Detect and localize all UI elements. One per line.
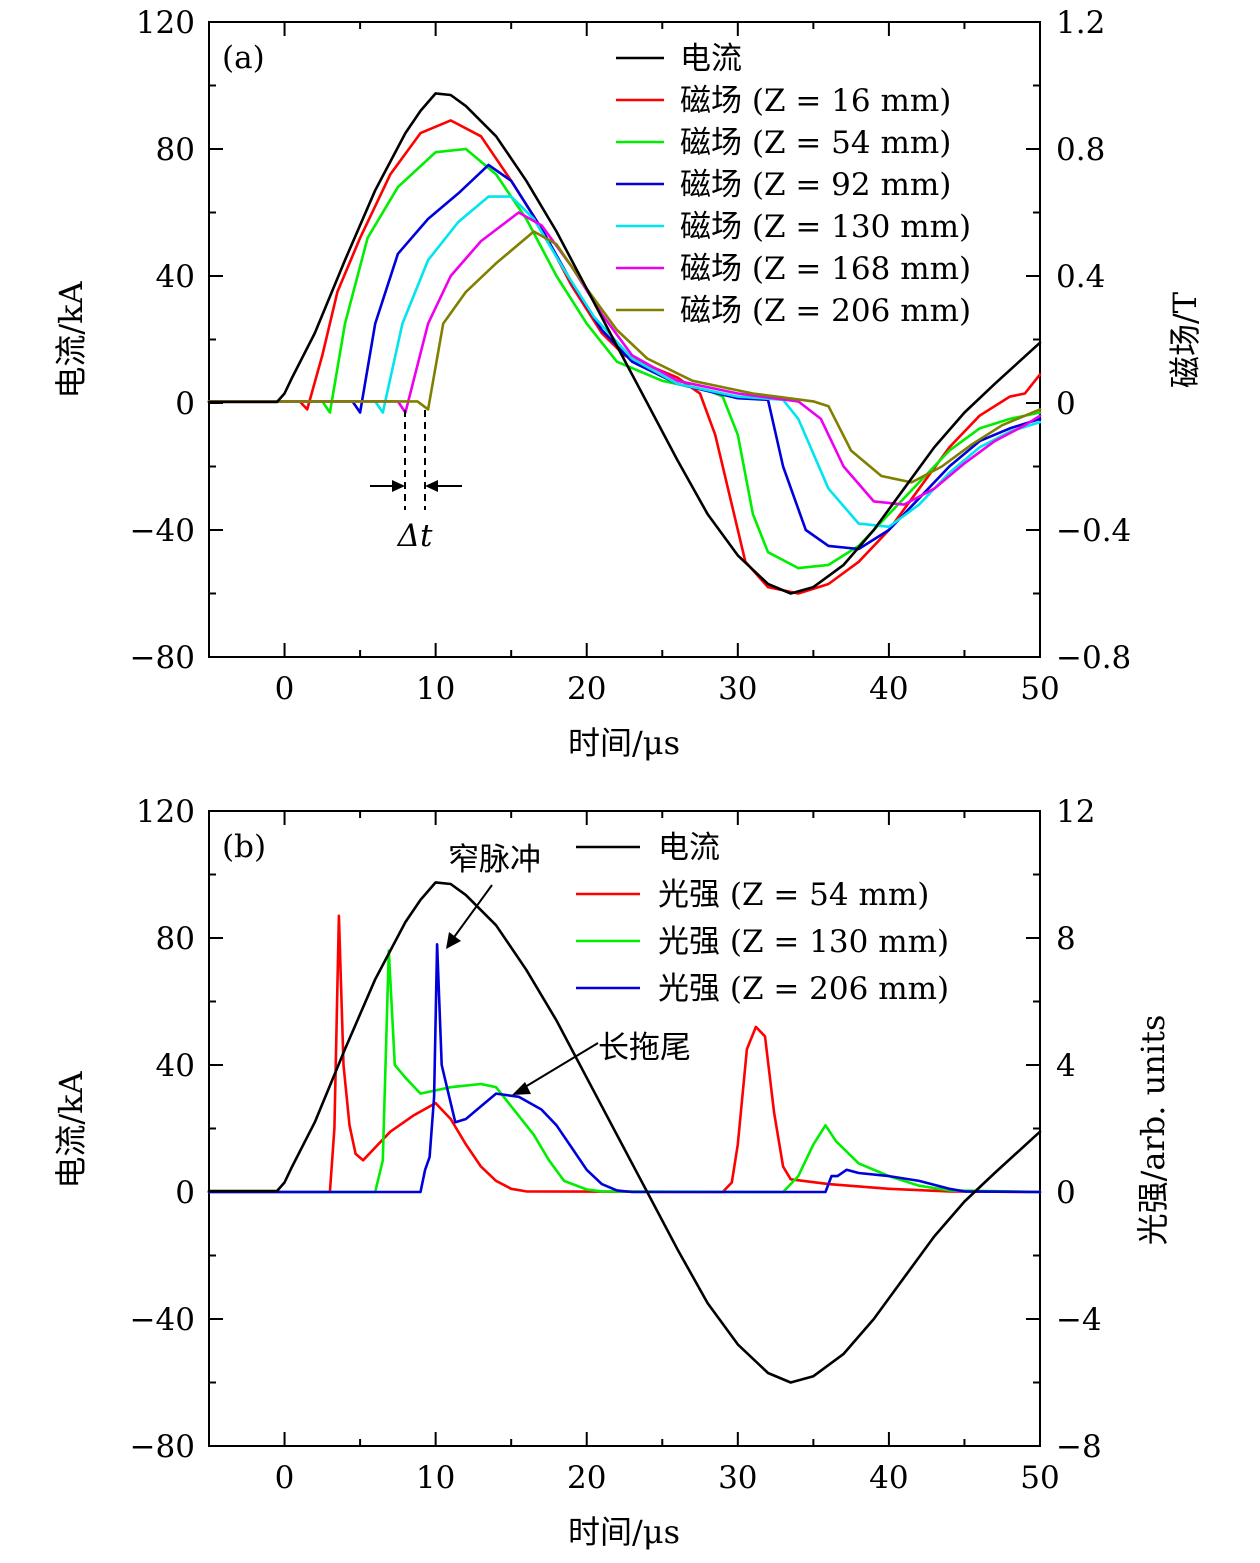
y-right-tick-label: −0.8	[1056, 640, 1131, 676]
x-tick-label: 50	[1020, 1460, 1059, 1496]
panel-a-legend-label-z92: 磁场 (Z = 92 mm)	[680, 167, 951, 203]
series-line-current	[207, 92, 1042, 595]
y-left-tick-label: 0	[175, 386, 195, 422]
y-right-tick-label: 12	[1056, 794, 1095, 830]
y-right-tick-label: −0.4	[1056, 513, 1131, 549]
series-line-z130	[207, 949, 1042, 1194]
y-left-tick-label: 40	[156, 259, 195, 295]
panel-b-legend-label-current: 电流	[658, 830, 720, 866]
y-right-tick-label: 1.2	[1056, 5, 1105, 41]
panel-b-right-axis-title: 光强/arb. units	[1134, 1015, 1172, 1246]
x-tick-label: 40	[869, 1460, 908, 1496]
panel-a-left-axis-title: 电流/kA	[52, 280, 90, 398]
long-tail-annotation: 长拖尾	[512, 1030, 691, 1095]
y-right-tick-label: 4	[1056, 1048, 1076, 1084]
panel-b-x-axis-title: 时间/μs	[568, 1513, 680, 1551]
y-left-tick-label: −80	[130, 640, 195, 676]
y-right-tick-label: 0.4	[1056, 259, 1105, 295]
delta-t-right-arrowhead	[425, 480, 438, 492]
panel-a: 0 10 20 30 40 50 120 80 40 0 −40 −80 1.2 0.8 0.4 0 −0.…	[52, 5, 1204, 762]
y-left-tick-label: 80	[156, 132, 195, 168]
delta-t-annotation: Δt	[370, 410, 462, 554]
long-tail-arrowhead	[512, 1082, 531, 1095]
series-line-z206	[207, 230, 1042, 484]
y-left-tick-label: 0	[175, 1175, 195, 1211]
y-left-tick-label: −80	[130, 1429, 195, 1465]
delta-t-left-arrowhead	[392, 480, 405, 492]
delta-t-label: Δt	[397, 518, 433, 554]
narrow-pulse-arrow	[451, 884, 493, 941]
y-right-tick-label: 8	[1056, 921, 1076, 957]
series-line-z168	[207, 211, 1042, 506]
y-left-tick-label: 40	[156, 1048, 195, 1084]
panel-a-right-axis-title: 磁场/T	[1166, 291, 1204, 388]
x-tick-label: 30	[718, 671, 757, 707]
panel-a-x-axis-title: 时间/μs	[568, 724, 680, 762]
x-tick-label: 0	[275, 671, 295, 707]
y-right-tick-label: −8	[1056, 1429, 1102, 1465]
panel-a-legend-label-z16: 磁场 (Z = 16 mm)	[680, 83, 951, 119]
series-line-z54	[207, 914, 1042, 1194]
panel-b-legend-label-z206: 光强 (Z = 206 mm)	[658, 971, 949, 1007]
narrow-pulse-label: 窄脉冲	[448, 842, 541, 878]
y-right-tick-label: −4	[1056, 1302, 1102, 1338]
series-line-z130	[207, 195, 1042, 529]
panel-b-legend-label-z130: 光强 (Z = 130 mm)	[658, 924, 949, 960]
series-line-z92	[207, 163, 1042, 551]
long-tail-arrow	[519, 1042, 599, 1091]
panel-a-legend-label-z168: 磁场 (Z = 168 mm)	[680, 251, 971, 287]
y-left-tick-label: 80	[156, 921, 195, 957]
y-right-tick-label: 0	[1056, 1175, 1076, 1211]
panel-a-label: (a)	[222, 40, 265, 76]
panel-a-legend-label-z54: 磁场 (Z = 54 mm)	[680, 125, 951, 161]
x-tick-label: 0	[275, 1460, 295, 1496]
panel-a-legend-label-current: 电流	[680, 41, 742, 77]
panel-b-left-axis-title: 电流/kA	[52, 1070, 90, 1188]
x-tick-label: 10	[416, 671, 455, 707]
x-tick-label: 50	[1020, 671, 1059, 707]
y-right-tick-label: 0.8	[1056, 132, 1105, 168]
series-line-current	[207, 881, 1042, 1384]
narrow-pulse-annotation: 窄脉冲	[446, 842, 541, 949]
y-left-tick-label: 120	[136, 5, 195, 41]
x-tick-label: 20	[567, 1460, 606, 1496]
series-line-z206	[207, 943, 1042, 1194]
panel-a-legend-label-z130: 磁场 (Z = 130 mm)	[680, 209, 971, 245]
panel-b-label: (b)	[222, 829, 266, 865]
y-left-tick-label: −40	[130, 513, 195, 549]
x-tick-label: 40	[869, 671, 908, 707]
y-right-tick-label: 0	[1056, 386, 1076, 422]
x-tick-label: 20	[567, 671, 606, 707]
panel-b-legend-label-z54: 光强 (Z = 54 mm)	[658, 877, 929, 913]
narrow-pulse-arrowhead	[446, 932, 461, 949]
long-tail-label: 长拖尾	[598, 1030, 691, 1066]
x-tick-label: 30	[718, 1460, 757, 1496]
y-left-tick-label: −40	[130, 1302, 195, 1338]
panel-a-legend-label-z206: 磁场 (Z = 206 mm)	[680, 293, 971, 329]
y-left-tick-label: 120	[136, 794, 195, 830]
x-tick-label: 10	[416, 1460, 455, 1496]
